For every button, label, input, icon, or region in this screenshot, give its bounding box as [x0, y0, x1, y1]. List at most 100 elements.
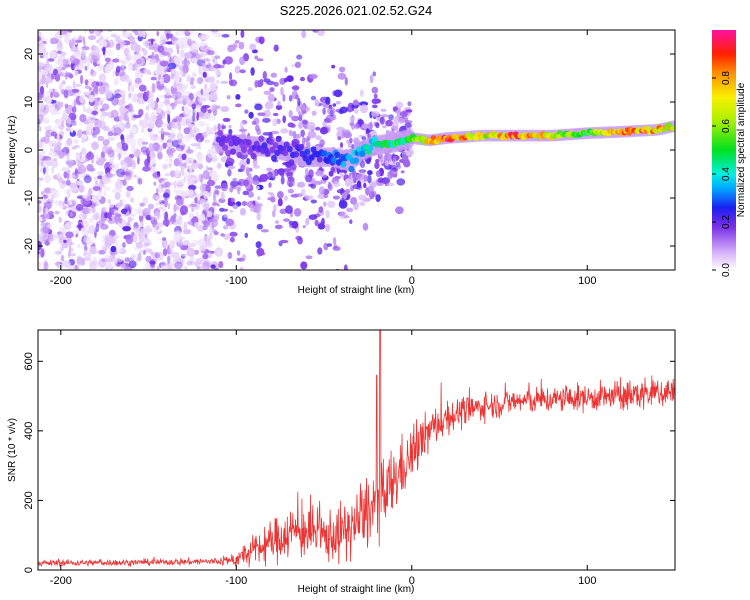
heatmap-cell: [40, 137, 46, 143]
heatmap-cell: [125, 234, 134, 245]
heatmap-cell: [143, 50, 148, 56]
heatmap-cell: [246, 158, 251, 165]
heatmap-cell: [374, 98, 381, 104]
heatmap-cell: [147, 71, 152, 76]
heatmap-cell: [83, 234, 87, 242]
heatmap-cell: [84, 65, 88, 71]
heatmap-cell: [161, 76, 165, 82]
heatmap-cell: [239, 120, 244, 130]
heatmap-cell: [221, 208, 229, 212]
heatmap-cell: [60, 254, 65, 262]
heatmap-cell: [124, 122, 131, 129]
heatmap-cell: [145, 105, 150, 111]
heatmap-cell: [268, 182, 272, 188]
heatmap-cell: [254, 80, 259, 88]
heatmap-cell: [212, 57, 217, 66]
heatmap-cell: [104, 57, 111, 63]
heatmap-cell: [300, 261, 308, 270]
heatmap-cell: [105, 172, 113, 179]
heatmap-cell: [84, 253, 90, 258]
heatmap-cell: [115, 65, 121, 73]
heatmap-cell: [337, 136, 342, 141]
heatmap-cell: [122, 179, 127, 187]
heatmap-cell: [367, 145, 374, 152]
heatmap-cell: [267, 138, 274, 145]
heatmap-cell: [174, 80, 177, 90]
heatmap-cell: [379, 116, 385, 125]
heatmap-cell: [264, 150, 271, 157]
heatmap-cell: [232, 203, 239, 209]
heatmap-cell: [134, 229, 139, 236]
heatmap-cell: [211, 169, 217, 175]
heatmap-cell: [229, 187, 234, 193]
heatmap-cell: [214, 185, 222, 190]
heatmap-cell: [339, 173, 344, 178]
heatmap-cell: [61, 120, 65, 128]
heatmap-cell: [156, 251, 164, 261]
heatmap-cell: [395, 101, 404, 109]
heatmap-cell: [210, 30, 219, 33]
heatmap-cell: [78, 184, 85, 193]
heatmap-cell: [374, 161, 380, 170]
heatmap-cell: [177, 130, 182, 141]
heatmap-cell: [83, 91, 91, 96]
heatmap-cell: [323, 201, 327, 207]
heatmap-cell: [384, 160, 390, 167]
heatmap-cell: [173, 204, 177, 213]
heatmap-cell: [217, 203, 220, 207]
heatmap-cell: [375, 122, 380, 129]
heatmap-cell: [283, 141, 290, 148]
heatmap-cell: [196, 155, 204, 165]
heatmap-cell: [156, 97, 159, 103]
heatmap-cell: [76, 167, 80, 171]
heatmap-cell: [213, 70, 222, 75]
heatmap-cell: [128, 126, 138, 134]
heatmap-cell: [41, 69, 49, 76]
heatmap-cell: [50, 91, 53, 99]
heatmap-cell: [239, 69, 246, 74]
heatmap-cell: [296, 54, 303, 60]
heatmap-cell: [191, 162, 199, 169]
heatmap-cell: [104, 206, 108, 212]
heatmap-cell: [246, 173, 252, 177]
heatmap-cell: [110, 245, 117, 253]
heatmap-cell: [349, 219, 353, 225]
heatmap-cell: [126, 211, 130, 219]
heatmap-cell: [332, 237, 337, 245]
heatmap-cell: [162, 248, 168, 256]
heatmap-cell: [168, 137, 177, 141]
heatmap-cell: [107, 43, 111, 48]
heatmap-cell: [167, 255, 171, 265]
heatmap-cell: [53, 124, 58, 132]
heatmap-cell: [141, 141, 149, 145]
heatmap-cell: [68, 200, 73, 206]
heatmap-cell: [184, 91, 191, 95]
heatmap-cell: [368, 180, 377, 188]
spectrogram-y-ticks: -20 -10 0 10 20: [23, 48, 675, 254]
heatmap-cell: [325, 114, 334, 124]
chart-title: S225.2026.021.02.52.G24: [280, 3, 433, 18]
x-tick-label: 0: [409, 275, 415, 287]
heatmap-cell: [217, 64, 225, 69]
heatmap-cell: [307, 121, 316, 131]
heatmap-cell: [56, 100, 62, 111]
heatmap-cell: [75, 203, 84, 212]
heatmap-cell: [78, 213, 87, 221]
heatmap-cell: [73, 144, 80, 149]
heatmap-cell: [274, 224, 283, 230]
heatmap-cell: [220, 106, 230, 113]
heatmap-cell: [46, 165, 49, 176]
heatmap-cell: [359, 150, 366, 157]
heatmap-cell: [138, 206, 142, 214]
heatmap-cell: [122, 226, 131, 232]
heatmap-cell: [181, 59, 191, 67]
heatmap-cell: [199, 42, 208, 46]
heatmap-cell: [147, 262, 151, 269]
heatmap-cell: [254, 204, 262, 214]
heatmap-cell: [65, 189, 71, 195]
heatmap-cell: [242, 179, 250, 187]
heatmap-cell: [222, 144, 229, 151]
heatmap-cell: [369, 74, 374, 84]
heatmap-cell: [172, 252, 180, 259]
x-tick-label: -100: [225, 575, 247, 587]
